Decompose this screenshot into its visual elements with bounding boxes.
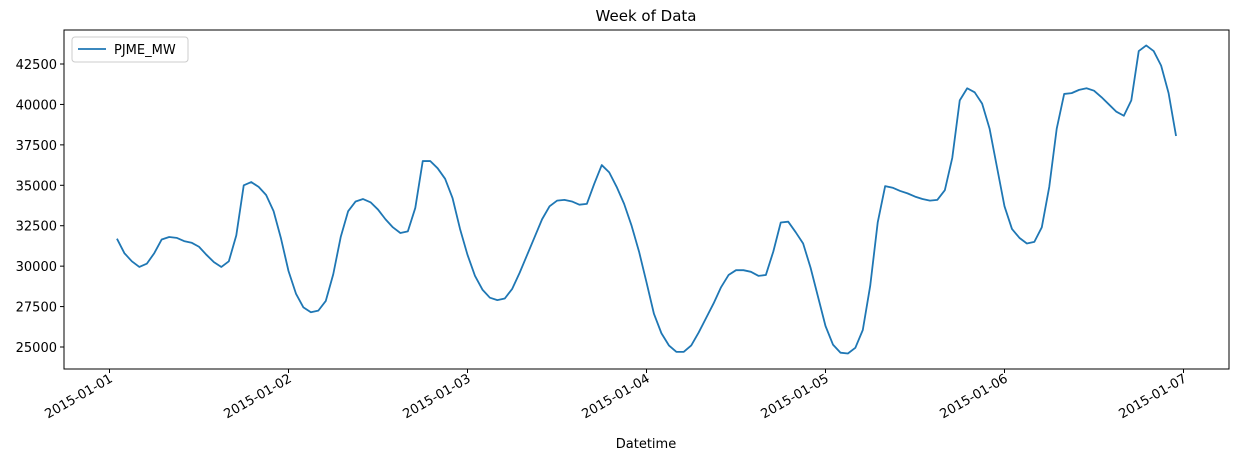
legend-box [71, 36, 189, 63]
legend: PJME_MW [71, 36, 189, 63]
x-tick-label: 2015-01-05 [759, 371, 832, 422]
y-tick-label: 27500 [16, 301, 57, 316]
axes-frame [63, 29, 1230, 370]
x-tick-label: 2015-01-04 [580, 371, 653, 422]
x-tick-label: 2015-01-01 [43, 371, 116, 422]
y-tick-label: 42500 [16, 58, 57, 73]
x-axis-label: Datetime [616, 437, 676, 452]
y-tick-label: 25000 [16, 341, 57, 356]
x-tick-label: 2015-01-06 [938, 371, 1011, 422]
y-tick-label: 35000 [16, 179, 57, 194]
legend-label: PJME_MW [114, 43, 176, 58]
y-tick-label: 30000 [16, 260, 57, 275]
y-tick-label: 40000 [16, 98, 57, 113]
x-tick-label: 2015-01-07 [1117, 371, 1190, 422]
chart-title: Week of Data [596, 7, 697, 25]
x-tick-label: 2015-01-03 [401, 371, 474, 422]
y-tick-label: 37500 [16, 139, 57, 154]
series-line [116, 44, 1177, 355]
y-tick-label: 32500 [16, 220, 57, 235]
x-tick-label: 2015-01-02 [222, 371, 295, 422]
